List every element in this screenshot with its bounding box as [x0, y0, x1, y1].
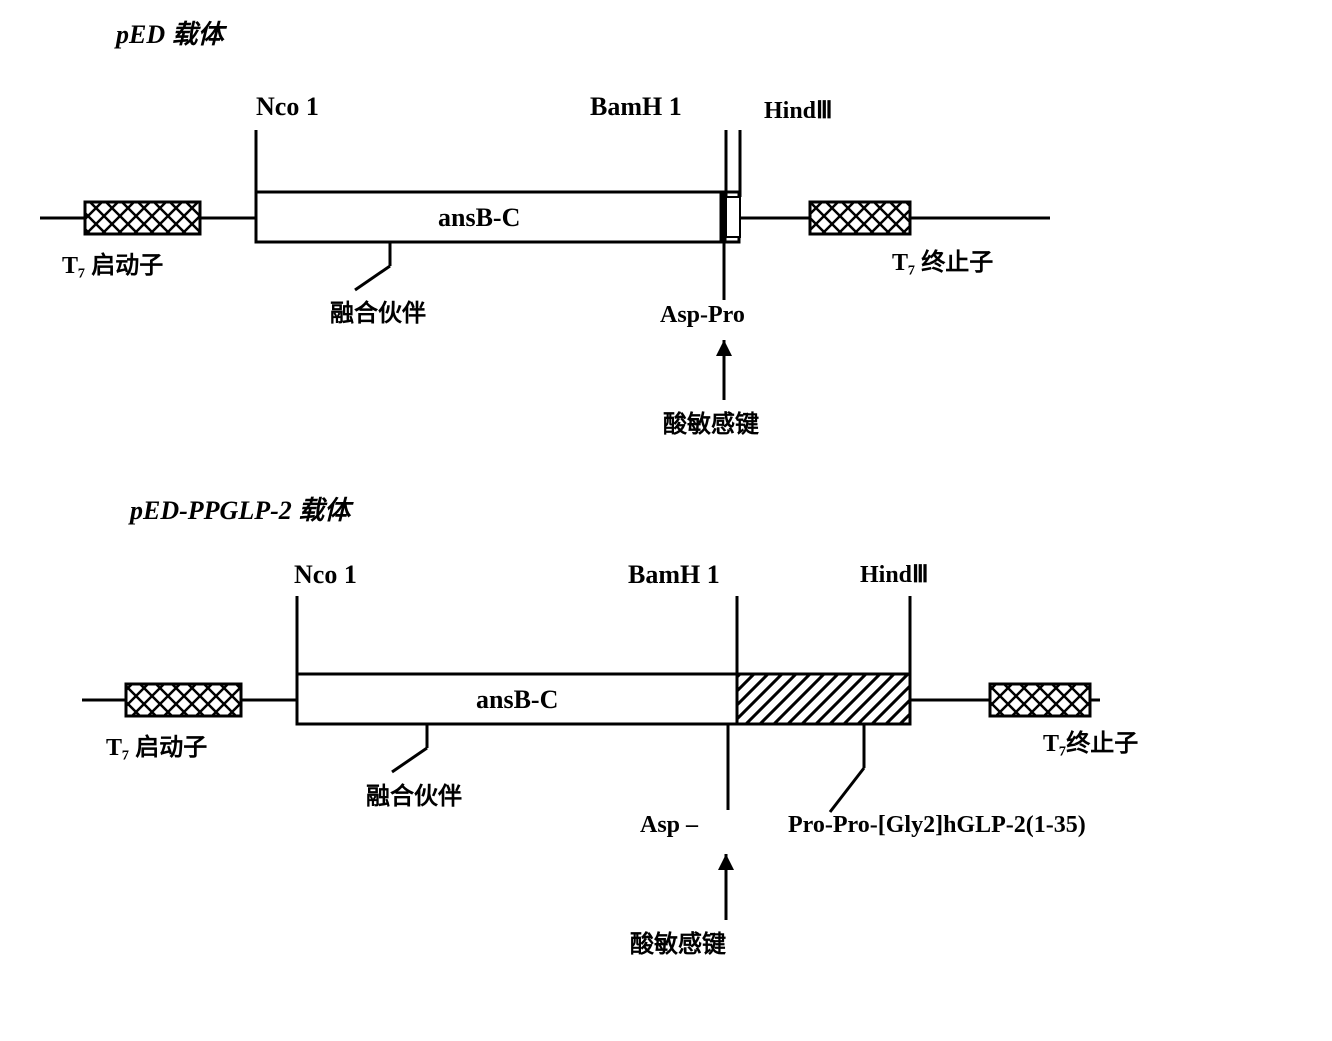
- ped-title: pED 载体: [116, 14, 224, 51]
- nco1-label-2: Nco 1: [294, 560, 357, 590]
- ped-ppglp2-title: pED-PPGLP-2 载体: [130, 490, 350, 527]
- t7-terminator-label-2: T₇终止子: [1043, 723, 1138, 758]
- bamh1-label-1: BamH 1: [590, 92, 682, 122]
- asp-pro-label: Asp-Pro: [660, 302, 745, 329]
- hind3-label-1: HindⅢ: [764, 96, 833, 125]
- t7-promoter-label-2: T₇ 启动子: [106, 727, 207, 762]
- ansbc-label-2: ansB-C: [476, 685, 558, 715]
- t7-promoter-label-1: T₇ 启动子: [62, 245, 163, 280]
- fusion-partner-label-1: 融合伙伴: [330, 293, 426, 328]
- propro-label: Pro-Pro-[Gly2]hGLP-2(1-35): [788, 812, 1086, 839]
- acid-bond-label-1: 酸敏感键: [663, 404, 759, 439]
- ansbc-label-1: ansB-C: [438, 203, 520, 233]
- fusion-partner-label-2: 融合伙伴: [366, 776, 462, 811]
- hind3-label-2: HindⅢ: [860, 560, 929, 589]
- bamh1-label-2: BamH 1: [628, 560, 720, 590]
- nco1-label-1: Nco 1: [256, 92, 319, 122]
- asp-label: Asp –: [640, 812, 698, 839]
- t7-terminator-label-1: T₇ 终止子: [892, 242, 993, 277]
- acid-bond-label-2: 酸敏感键: [630, 924, 726, 959]
